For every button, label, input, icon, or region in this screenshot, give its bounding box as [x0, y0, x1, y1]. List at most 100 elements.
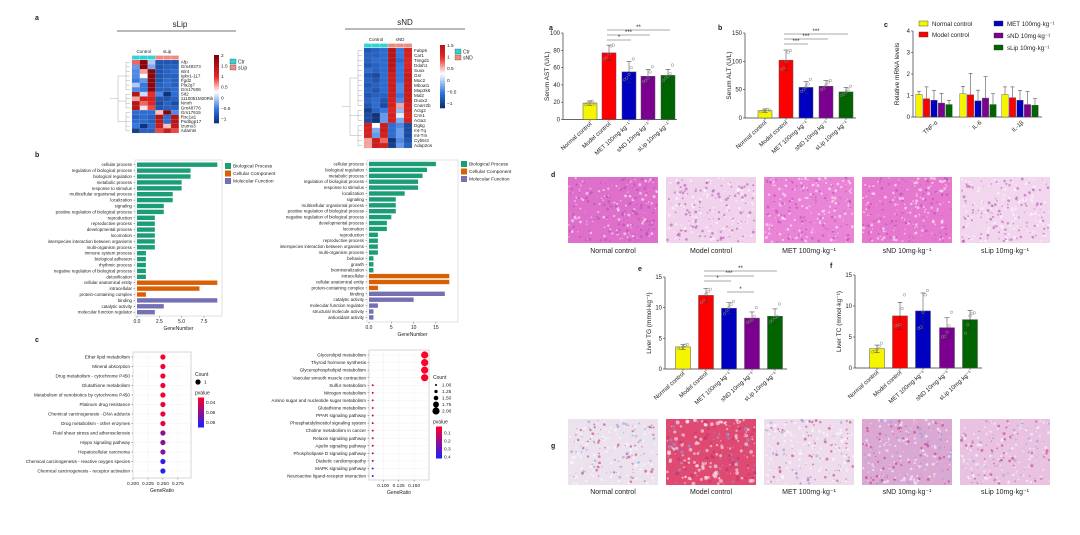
tissue-texture [812, 203, 814, 205]
tissue-texture [987, 201, 991, 205]
tissue-texture [900, 186, 902, 188]
heatmap-cell [131, 119, 140, 124]
tissue-texture [894, 196, 896, 199]
tissue-texture [831, 185, 834, 187]
tissue-texture [846, 437, 849, 440]
tissue-texture [914, 224, 917, 227]
tissue-texture [933, 475, 936, 478]
tissue-texture [648, 450, 651, 452]
heatmap-cell [139, 119, 148, 124]
tissue-texture [825, 212, 827, 213]
tissue-texture [729, 227, 730, 229]
tissue-texture [923, 453, 927, 456]
heatmap-cell [155, 119, 164, 124]
tissue-texture [608, 215, 610, 217]
tissue-texture [912, 223, 915, 225]
tissue-texture [767, 437, 769, 440]
tissue-texture [775, 220, 777, 222]
tissue-texture [1043, 211, 1045, 214]
tissue-texture [604, 446, 607, 449]
tissue-texture [906, 212, 909, 214]
tissue-texture [817, 469, 821, 472]
histology-image [862, 418, 952, 486]
gene-label: Mboat1 [414, 83, 430, 88]
tissue-texture [752, 192, 756, 196]
tissue-texture [818, 177, 821, 181]
tissue-texture [805, 235, 808, 238]
tissue-texture [774, 216, 776, 219]
tissue-texture [1028, 466, 1031, 469]
tissue-texture [904, 221, 908, 225]
tissue-texture [672, 442, 676, 447]
tissue-texture [814, 200, 816, 202]
tissue-texture [828, 211, 831, 214]
tissue-texture [1038, 219, 1042, 223]
gene-label: Fabp6 [414, 48, 427, 53]
tissue-texture [981, 466, 983, 468]
heatmap-cell [131, 110, 140, 115]
tissue-texture [1005, 452, 1008, 455]
colorbar-segment [440, 68, 445, 71]
tissue-texture [971, 211, 974, 214]
tissue-texture [799, 467, 802, 470]
tissue-texture [817, 451, 820, 453]
tissue-texture [817, 239, 821, 243]
tissue-texture [811, 447, 814, 450]
tissue-texture [995, 198, 997, 200]
tissue-texture [902, 194, 904, 196]
tissue-texture [716, 447, 718, 449]
tissue-texture [669, 181, 672, 185]
tissue-texture [940, 226, 943, 229]
pathway-dot [160, 373, 166, 379]
tissue-texture [1000, 231, 1002, 233]
tissue-texture [748, 211, 752, 215]
tissue-texture [672, 447, 676, 451]
legend-label: MET 100mg·kg⁻¹ [1007, 21, 1055, 28]
tissue-texture [776, 479, 779, 482]
x-axis-label: GeneRatio [387, 490, 411, 496]
tissue-texture [619, 480, 621, 482]
panel-label-e: e [638, 266, 642, 273]
tissue-texture [835, 188, 837, 191]
tissue-texture [681, 179, 684, 181]
heatmap-cell [363, 87, 373, 94]
tissue-texture [993, 422, 996, 425]
tissue-texture [850, 432, 854, 436]
tissue-texture [936, 207, 939, 210]
tissue-texture [694, 200, 697, 203]
tissue-texture [851, 455, 855, 458]
tissue-texture [725, 456, 727, 458]
tissue-texture [607, 458, 609, 461]
tissue-texture [626, 191, 629, 193]
tissue-texture [623, 424, 626, 427]
data-point [846, 88, 850, 92]
tissue-texture [789, 224, 793, 227]
heatmap-cell [371, 57, 381, 64]
tissue-texture [892, 466, 895, 469]
tissue-texture [572, 216, 574, 218]
heatmap-cell [403, 57, 413, 64]
tissue-texture [895, 451, 899, 455]
tissue-texture [891, 469, 894, 473]
tissue-texture [577, 421, 579, 423]
tissue-texture [699, 212, 702, 215]
tissue-texture [729, 466, 732, 469]
data-point [662, 79, 666, 83]
tissue-texture [798, 457, 801, 460]
tissue-texture [926, 216, 928, 218]
tissue-texture [575, 475, 578, 478]
tissue-texture [1045, 452, 1048, 455]
tissue-texture [737, 240, 740, 243]
y-tick-label: 2 [907, 72, 911, 78]
tissue-texture [568, 224, 570, 226]
tissue-texture [679, 186, 682, 189]
tissue-texture [998, 231, 1000, 234]
tissue-texture [924, 469, 926, 471]
tissue-texture [799, 216, 803, 219]
tissue-texture [735, 418, 739, 422]
tissue-texture [568, 236, 570, 238]
tissue-texture [651, 224, 654, 227]
data-point [771, 318, 775, 322]
tissue-texture [1043, 177, 1045, 179]
tissue-texture [615, 229, 618, 232]
